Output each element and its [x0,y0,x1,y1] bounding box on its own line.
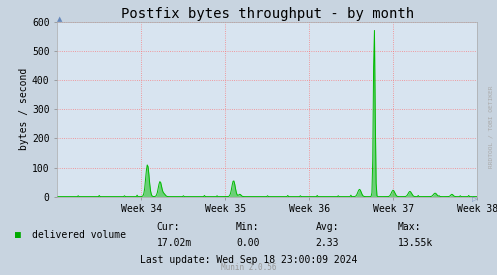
Text: ▲: ▲ [57,16,63,22]
Text: Cur:: Cur: [157,222,180,232]
Text: 17.02m: 17.02m [157,238,192,248]
Text: Avg:: Avg: [316,222,339,232]
Text: ■: ■ [15,230,21,240]
Title: Postfix bytes throughput - by month: Postfix bytes throughput - by month [121,7,414,21]
Y-axis label: bytes / second: bytes / second [19,68,29,150]
Text: 2.33: 2.33 [316,238,339,248]
Text: Min:: Min: [236,222,259,232]
Text: Munin 2.0.56: Munin 2.0.56 [221,263,276,272]
Text: Last update: Wed Sep 18 23:00:09 2024: Last update: Wed Sep 18 23:00:09 2024 [140,255,357,265]
Text: ▷: ▷ [472,197,477,203]
Text: RRDTOOL / TOBI OETIKER: RRDTOOL / TOBI OETIKER [489,85,494,168]
Text: delivered volume: delivered volume [32,230,126,240]
Text: 0.00: 0.00 [236,238,259,248]
Text: 13.55k: 13.55k [398,238,433,248]
Text: Max:: Max: [398,222,421,232]
